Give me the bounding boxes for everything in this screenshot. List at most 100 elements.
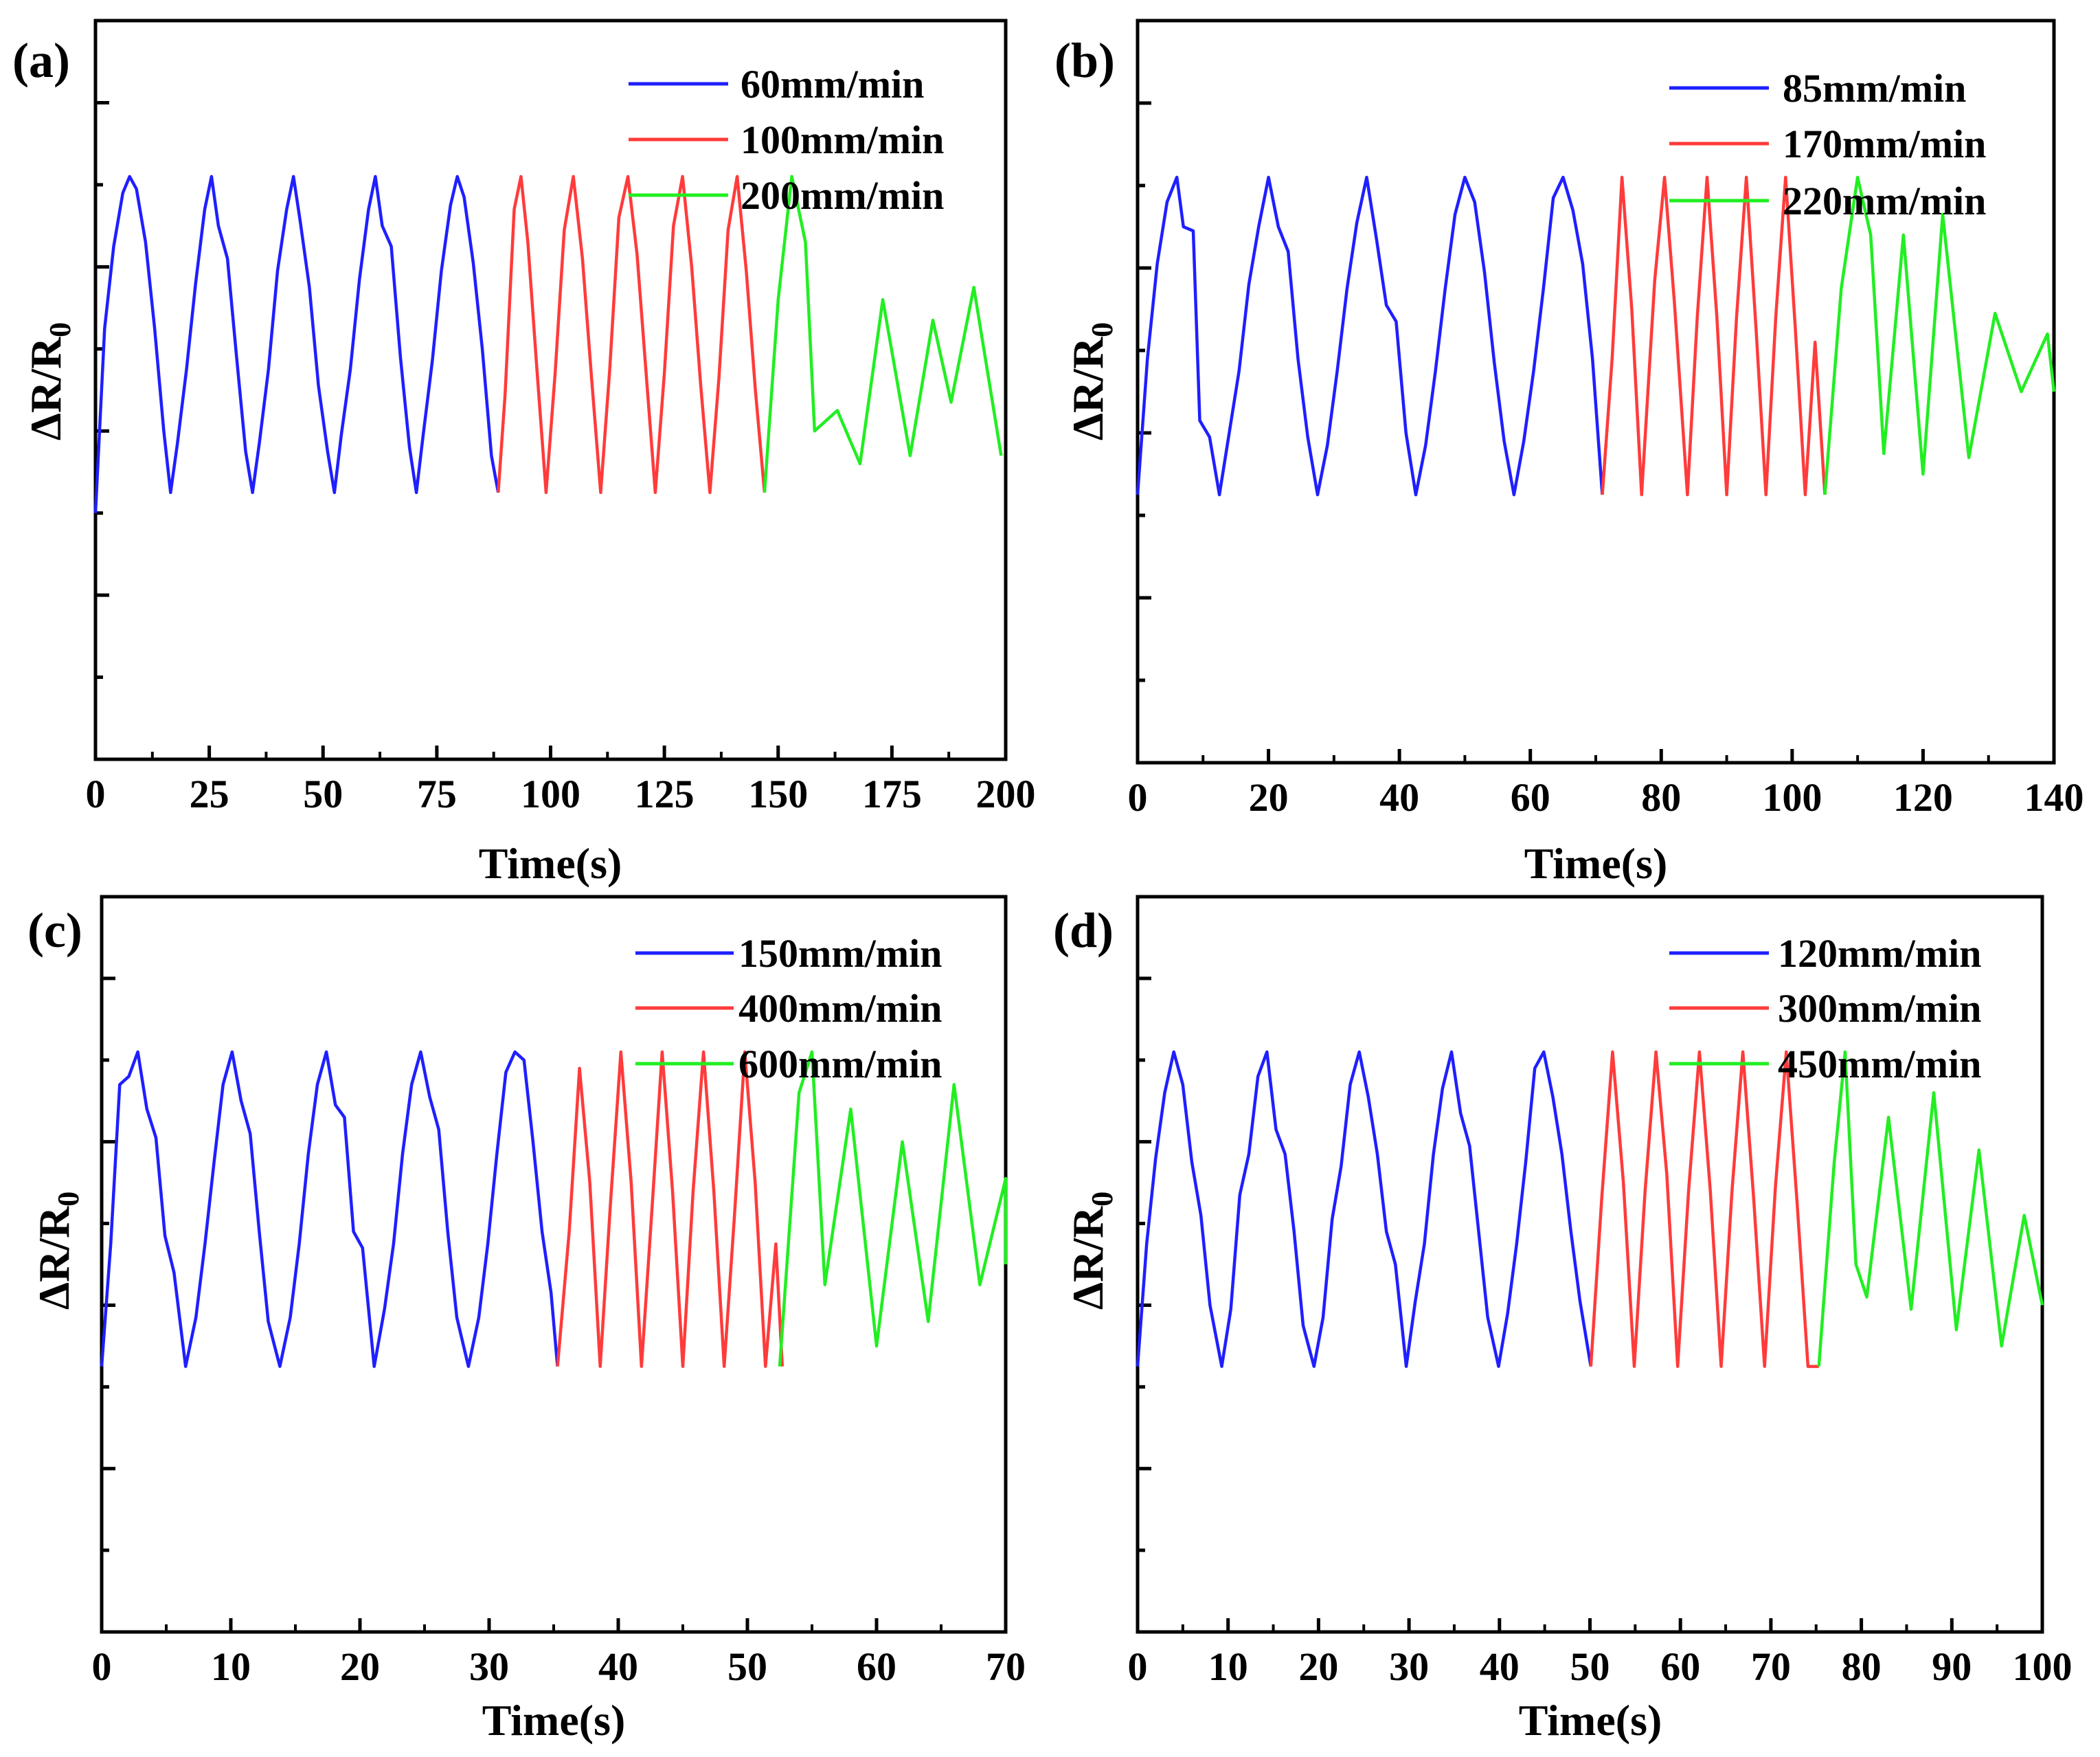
x-tick-label: 200 [976,772,1036,816]
legend-entry: 120mm/min [1669,931,1981,976]
legend-entry: 85mm/min [1669,66,1966,111]
legend: 60mm/min 100mm/min 200mm/min [629,62,944,218]
y-axis-label-subscript: 0 [52,1191,85,1207]
x-tick-label: 60 [857,1644,896,1689]
legend-entry: 170mm/min [1669,122,1986,166]
x-tick-labels: 0 25 50 75 100 125 150 175 200 [86,772,1036,816]
x-tick-label: 50 [727,1644,767,1689]
x-axis-label: Time(s) [482,1696,626,1745]
series-line [1601,175,1827,497]
legend-entry: 60mm/min [629,62,924,107]
tick-marks [1136,976,2044,1632]
x-tick-label: 30 [469,1644,509,1689]
data-lines [1136,1050,2044,1368]
panel-b: (b) ΔR/R0 0 20 40 60 80 100 120 140 Time(s) 85m… [1054,19,2084,888]
series-line [763,175,1003,493]
x-tick-label: 60 [1511,775,1550,820]
legend-entry: 200mm/min [629,173,944,218]
x-tick-label: 70 [1751,1644,1791,1689]
x-tick-label: 140 [2024,775,2084,820]
panel-label: (a) [12,33,70,88]
y-axis-label-main: ΔR/R [30,1206,78,1310]
x-axis-label: Time(s) [1524,839,1668,888]
x-tick-label: 0 [1128,1644,1148,1689]
svg-text:ΔR/R0: ΔR/R0 [21,322,77,440]
legend-label: 400mm/min [738,986,942,1031]
x-axis-label: Time(s) [1519,1696,1662,1745]
x-tick-label: 150 [748,772,808,816]
x-tick-label: 80 [1842,1644,1882,1689]
x-tick-label: 40 [598,1644,638,1689]
legend-label: 220mm/min [1783,179,1986,223]
series-line [497,175,767,495]
legend-label: 170mm/min [1783,122,1986,166]
y-axis-label: ΔR/R0 [30,1191,85,1310]
panel-d: (d) ΔR/R0 0 10 20 30 40 50 60 70 80 90 100 Time(s)… [1053,895,2073,1745]
x-tick-label: 30 [1389,1644,1429,1689]
series-line [556,1050,784,1368]
legend-label: 100mm/min [741,117,944,162]
tick-marks [93,100,1008,759]
series-line [1817,1050,2044,1367]
y-axis-label-subscript: 0 [1085,1191,1119,1207]
series-line [1136,1050,1593,1368]
series-line [93,175,500,513]
x-tick-labels: 0 10 20 30 40 50 60 70 [92,1644,1026,1689]
legend-label: 120mm/min [1778,931,1981,976]
tick-marks [100,976,1008,1632]
x-tick-label: 125 [635,772,695,816]
x-tick-label: 75 [417,772,457,816]
x-tick-label: 50 [1570,1644,1610,1689]
x-tick-label: 100 [1762,775,1822,820]
series-line [1136,175,1604,497]
x-tick-label: 100 [521,772,580,816]
svg-text:ΔR/R0: ΔR/R0 [30,1191,85,1310]
data-lines [100,1050,1008,1368]
svg-text:ΔR/R0: ΔR/R0 [1063,1191,1119,1310]
x-tick-label: 175 [862,772,922,816]
x-tick-label: 50 [303,772,343,816]
x-tick-label: 20 [340,1644,380,1689]
x-tick-label: 25 [190,772,229,816]
legend-label: 450mm/min [1778,1042,1981,1086]
legend: 85mm/min 170mm/min 220mm/min [1669,66,1986,223]
y-axis-label: ΔR/R0 [1063,322,1119,440]
legend-entry: 220mm/min [1669,179,1986,223]
panel-c: (c) ΔR/R0 0 10 20 30 40 50 60 70 Time(s) 150mm/… [27,895,1026,1745]
x-tick-labels: 0 20 40 60 80 100 120 140 [1128,775,2084,820]
legend: 150mm/min 400mm/min 600mm/min [635,931,942,1086]
x-tick-label: 10 [1208,1644,1248,1689]
x-tick-label: 10 [211,1644,251,1689]
panel-label: (c) [27,903,82,958]
legend-label: 300mm/min [1778,986,1981,1031]
x-tick-label: 0 [86,772,106,816]
y-axis-label-subscript: 0 [43,322,77,337]
legend-label: 600mm/min [738,1042,942,1086]
x-tick-label: 40 [1379,775,1419,820]
panel-label: (d) [1053,903,1114,958]
panel-label: (b) [1054,33,1115,88]
series-line [1823,175,2056,495]
x-tick-label: 0 [1128,775,1148,820]
legend: 120mm/min 300mm/min 450mm/min [1669,931,1981,1086]
x-tick-label: 70 [986,1644,1026,1689]
panel-a: (a) ΔR/R0 0 25 50 75 100 125 150 175 200 Time(s)… [12,19,1036,888]
legend-entry: 300mm/min [1669,986,1981,1031]
x-tick-label: 20 [1298,1644,1338,1689]
y-axis-label: ΔR/R0 [1063,1191,1119,1310]
data-lines [1136,175,2056,497]
y-axis-label: ΔR/R0 [21,322,77,440]
y-axis-label-main: ΔR/R [1063,337,1112,440]
legend-label: 150mm/min [738,931,942,976]
series-line [1589,1050,1819,1368]
x-tick-label: 60 [1660,1644,1700,1689]
x-tick-label: 0 [92,1644,112,1689]
legend-label: 60mm/min [741,62,924,107]
x-tick-label: 90 [1932,1644,1972,1689]
svg-text:ΔR/R0: ΔR/R0 [1063,322,1119,440]
x-tick-label: 20 [1249,775,1289,820]
series-line [778,1050,1008,1367]
legend-entry: 150mm/min [635,931,942,976]
y-axis-label-main: ΔR/R [1063,1206,1112,1310]
